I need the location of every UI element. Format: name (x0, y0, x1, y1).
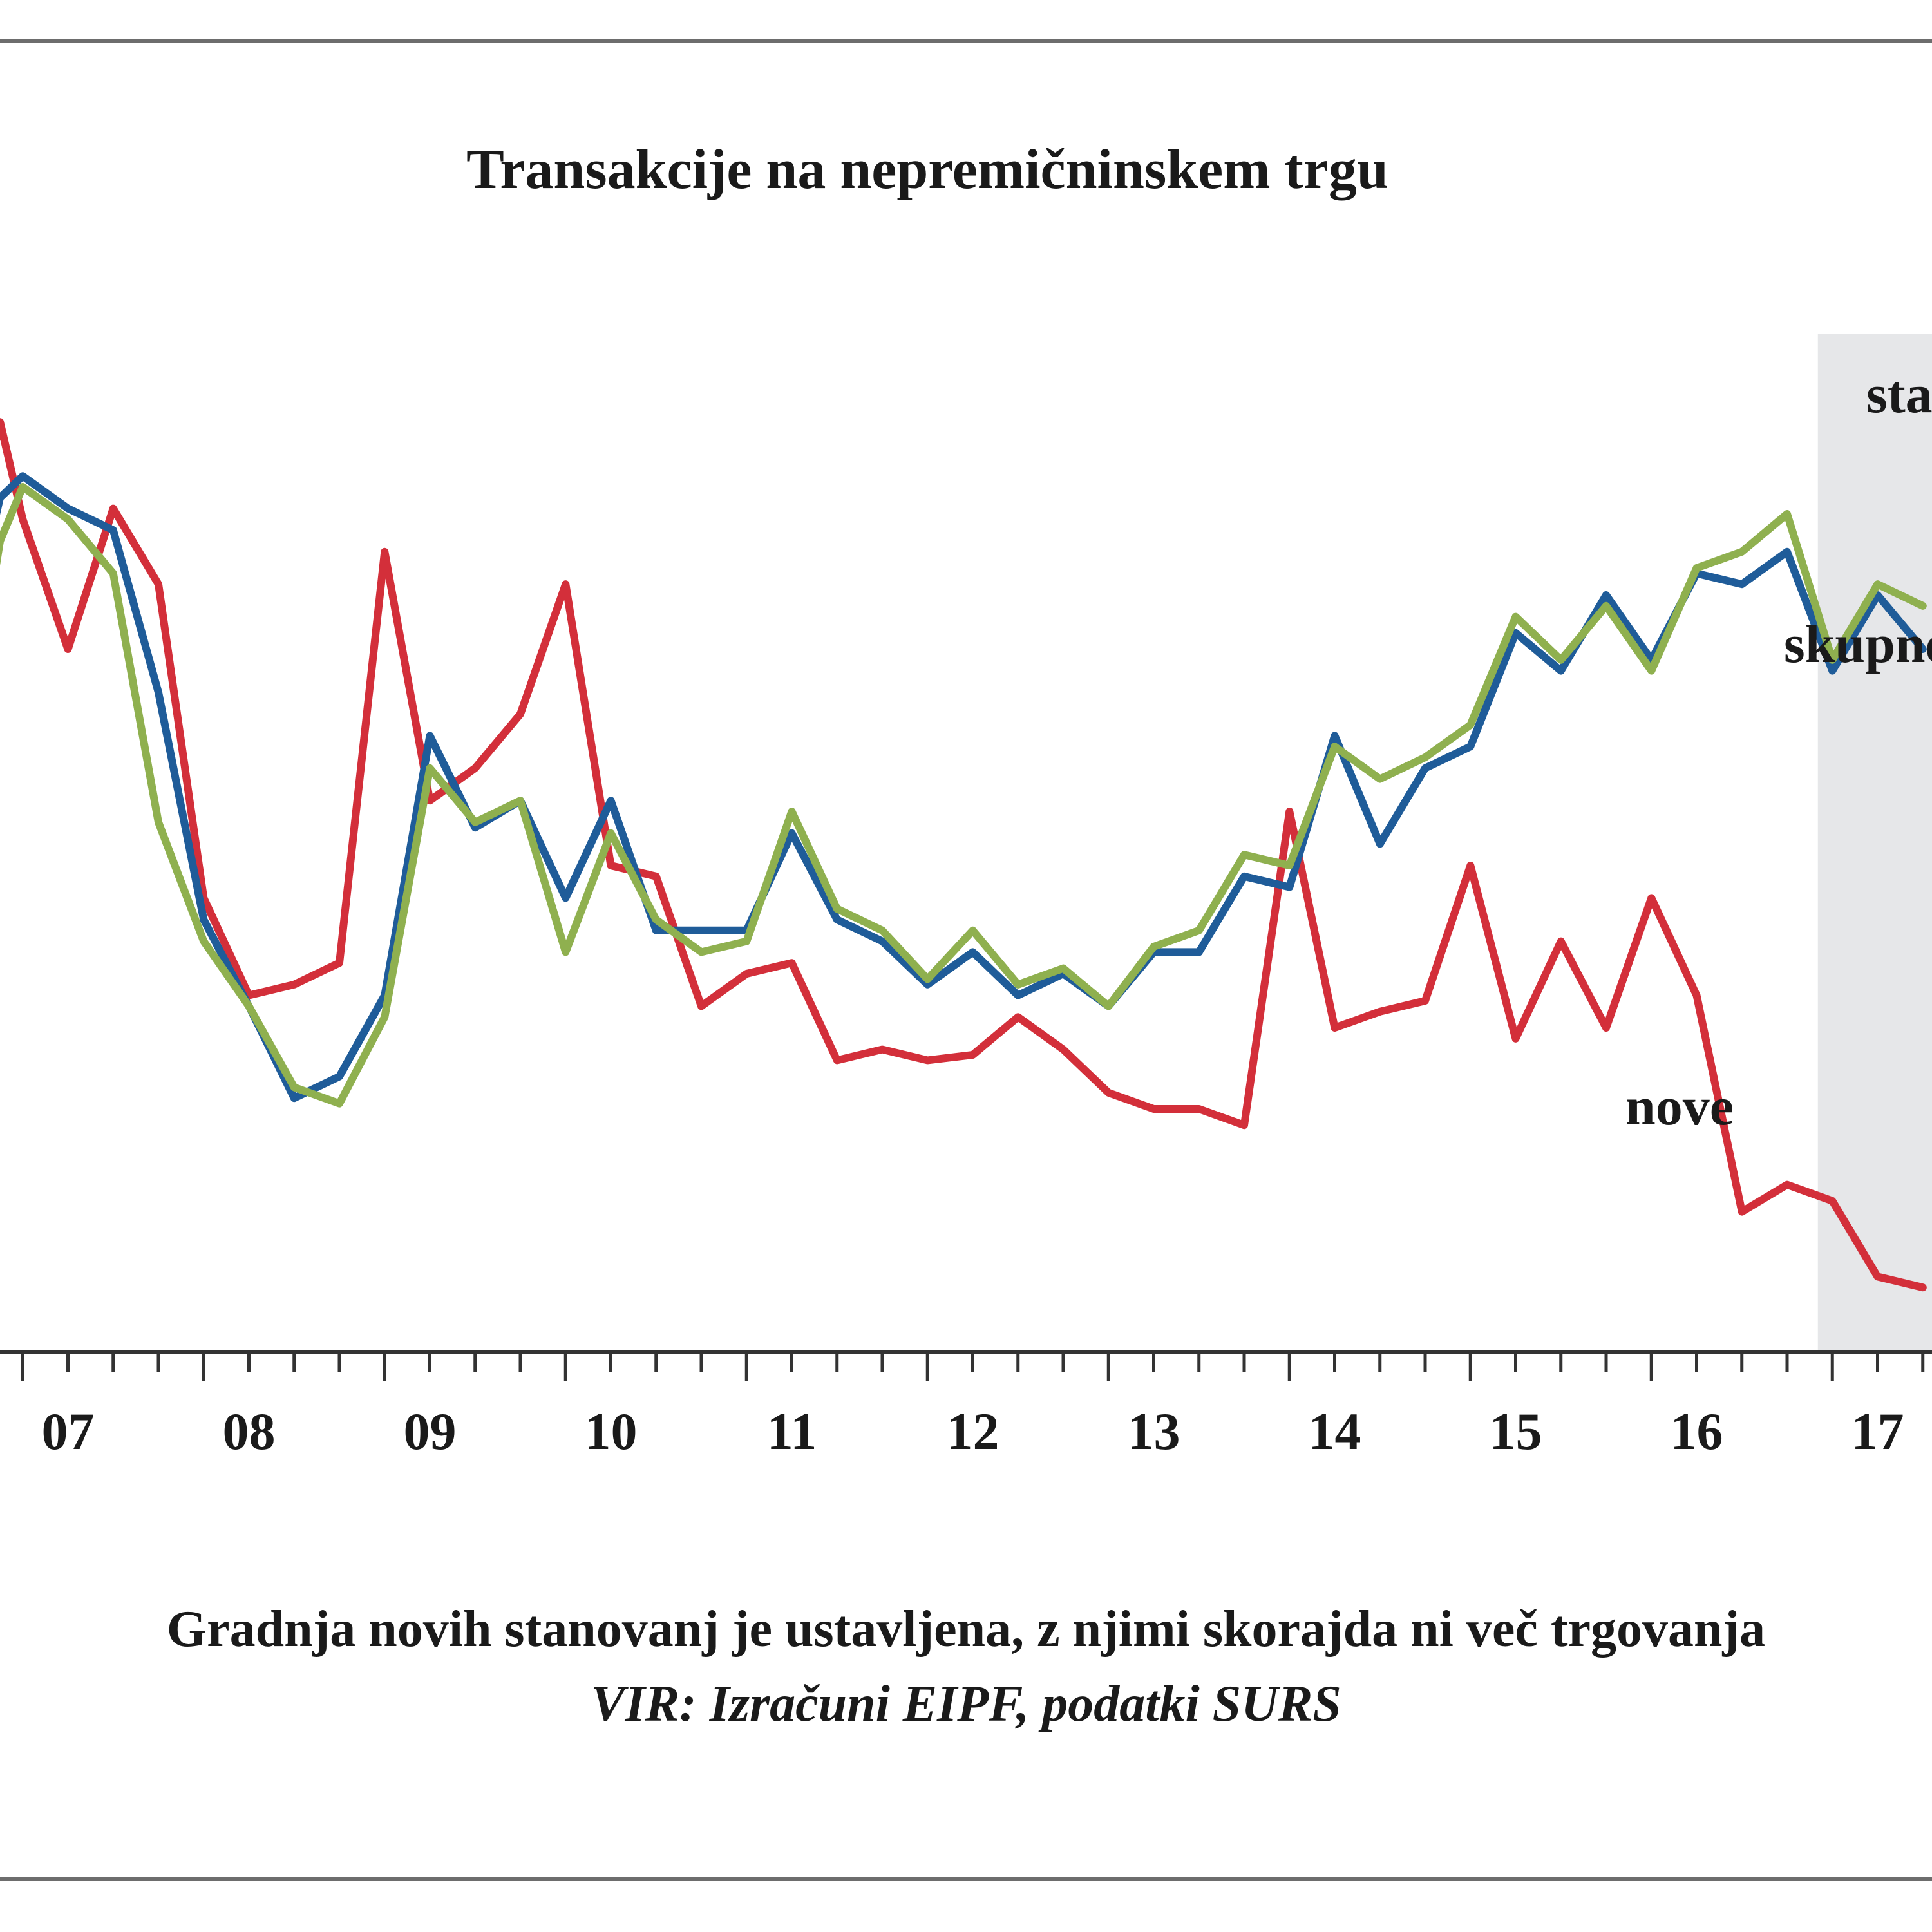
series-lines (0, 418, 1927, 1292)
x-tick-label: 17 (1852, 1402, 1904, 1461)
x-tick-label: 12 (947, 1402, 999, 1461)
x-tick-label: 15 (1490, 1402, 1542, 1461)
series-label-nove: nove (1625, 1077, 1734, 1137)
x-tick-label: 13 (1128, 1402, 1180, 1461)
x-axis: 07 08 09 10 11 12 13 14 15 16 17 (0, 1350, 1932, 1461)
x-tick-label: 09 (404, 1402, 457, 1461)
series-line-stare (0, 483, 1927, 1108)
x-tick-label: 07 (42, 1402, 95, 1461)
series-label-skupne: skupne (1784, 614, 1932, 674)
series-line-nove (0, 418, 1927, 1292)
x-tick-label: 11 (767, 1402, 817, 1461)
chart-caption: Gradnja novih stanovanj je ustavljena, z… (167, 1601, 1765, 1658)
series-label-stare: stare (1866, 365, 1932, 424)
x-tick-label: 08 (223, 1402, 276, 1461)
forecast-shaded-region (1817, 334, 1932, 1352)
chart-source: VIR: Izračuni EIPF, podatki SURS (591, 1676, 1341, 1732)
x-tick-label: 14 (1309, 1402, 1361, 1461)
x-tick-label: 10 (585, 1402, 638, 1461)
x-tick-label: 16 (1671, 1402, 1723, 1461)
chart-title: Transakcije na nepremičninskem trgu (466, 138, 1388, 201)
